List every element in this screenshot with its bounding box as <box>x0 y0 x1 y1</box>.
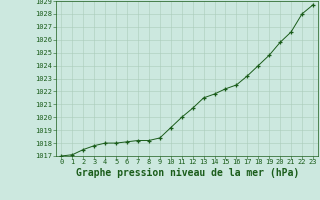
X-axis label: Graphe pression niveau de la mer (hPa): Graphe pression niveau de la mer (hPa) <box>76 168 299 178</box>
